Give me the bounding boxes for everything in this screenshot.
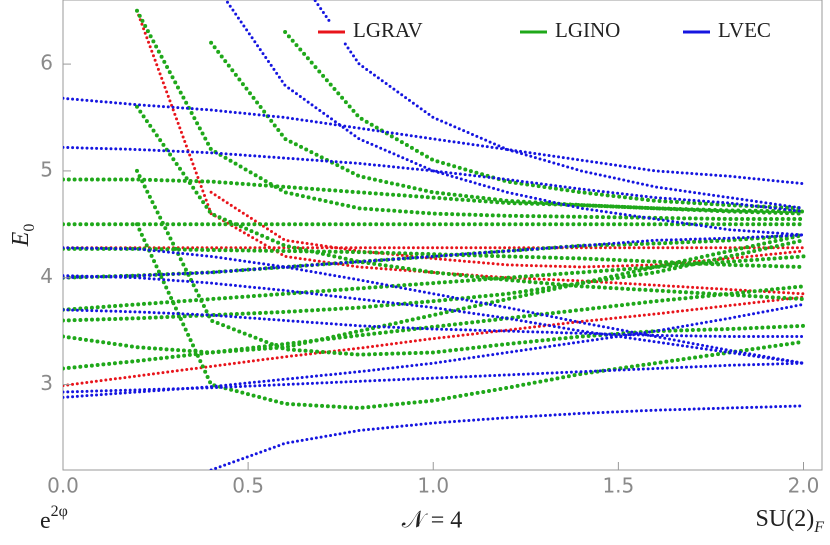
- curve: [63, 238, 806, 323]
- x-tick-label: 1.5: [602, 474, 634, 498]
- curve: [63, 284, 806, 371]
- curve: [209, 190, 805, 269]
- plot-frame: [62, 0, 823, 471]
- x-label-right: SU(2)F: [756, 506, 825, 536]
- legend-label: LGRAV: [353, 18, 423, 42]
- curves: [63, 0, 806, 470]
- curve: [209, 404, 805, 470]
- x-label-left-sup: 2φ: [51, 503, 68, 520]
- curve: [135, 222, 806, 411]
- legend-label: LGINO: [555, 18, 620, 42]
- curve: [63, 246, 806, 269]
- curve: [63, 96, 805, 186]
- curve: [209, 40, 806, 214]
- curve: [224, 0, 805, 237]
- curve: [135, 8, 806, 221]
- x-label-right-base: SU(2): [756, 506, 815, 532]
- curve: [63, 233, 806, 355]
- curve: [63, 246, 805, 365]
- curve: [63, 308, 805, 338]
- x-label-left: e2φ: [40, 503, 68, 534]
- curve: [283, 30, 806, 211]
- curve: [312, 0, 805, 210]
- y-label-sub: 0: [21, 224, 38, 232]
- x-tick-label: 2.0: [788, 474, 820, 498]
- y-tick-label: 6: [40, 51, 53, 75]
- curve: [63, 177, 806, 216]
- curve: [63, 361, 805, 394]
- x-tick-label: 0.0: [47, 474, 79, 498]
- y-tick-label: 4: [40, 264, 53, 288]
- x-tick-label: 0.5: [232, 474, 264, 498]
- curve: [135, 104, 806, 302]
- curve: [63, 274, 805, 365]
- curve: [135, 9, 805, 296]
- x-tick-label: 1.0: [417, 474, 449, 498]
- y-tick-label: 3: [40, 371, 53, 395]
- curve: [135, 168, 806, 357]
- x-label-right-sub: F: [813, 519, 824, 536]
- y-label: E0: [8, 224, 38, 248]
- legend-label: LVEC: [718, 18, 771, 42]
- y-label-base: E: [8, 231, 34, 247]
- x-label-left-base: e: [40, 508, 51, 534]
- x-label-center: 𝒩 = 4: [402, 508, 463, 534]
- curve: [63, 233, 805, 280]
- y-tick-label: 5: [40, 157, 53, 181]
- curve: [63, 295, 805, 388]
